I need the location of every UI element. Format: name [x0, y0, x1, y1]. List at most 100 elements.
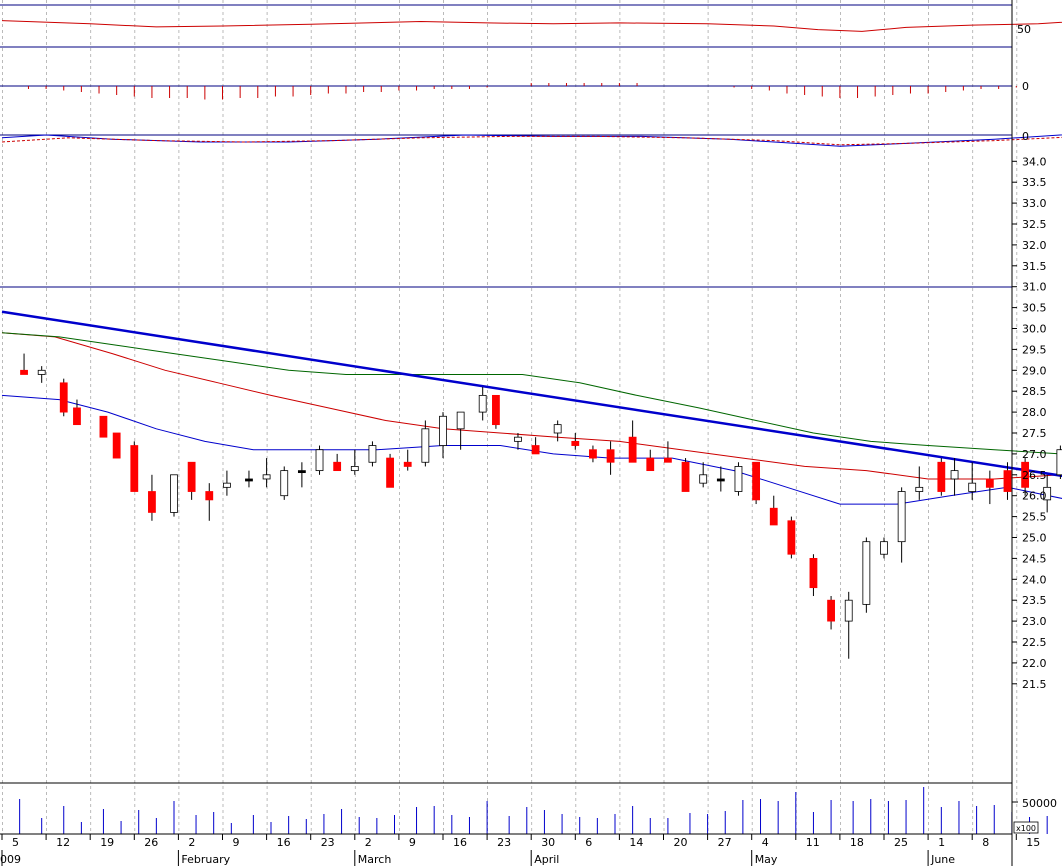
volume-bars [19, 787, 1048, 834]
x-day-label: 9 [233, 836, 240, 849]
x-day-label: 12 [56, 836, 70, 849]
price-tick-label: 22.5 [1022, 636, 1047, 649]
candle-body [968, 482, 977, 492]
candle-body [1056, 449, 1062, 476]
x-day-label: 25 [894, 836, 908, 849]
candle [1003, 462, 1012, 500]
candle [315, 445, 324, 475]
price-tick-label: 21.5 [1022, 678, 1047, 691]
x-day-label: 15 [1026, 836, 1040, 849]
x-day-label: 11 [806, 836, 820, 849]
x-month-label: March [358, 853, 392, 866]
price-tick-label: 26.5 [1022, 469, 1047, 482]
candle [571, 433, 580, 450]
price-tick-label: 28.0 [1022, 406, 1047, 419]
x-day-label: 2 [365, 836, 372, 849]
candle-body [112, 432, 121, 459]
candle [1056, 445, 1062, 479]
candle-body [1003, 470, 1012, 492]
volume-panel: 50000 x100 [0, 782, 1057, 834]
price-tick-label: 30.5 [1022, 302, 1047, 315]
histogram-bars [27, 83, 1017, 100]
candle-body [386, 457, 394, 488]
candle [950, 458, 959, 496]
x-day-label: 23 [497, 836, 511, 849]
candle-body [1043, 486, 1052, 501]
candle [439, 412, 447, 459]
price-tick-label: 23.5 [1022, 594, 1047, 607]
price-tick-label: 33.5 [1022, 176, 1047, 189]
candle-body [809, 558, 818, 589]
histogram-tick-label: 0 [1022, 80, 1029, 93]
candle [716, 466, 725, 492]
price-tick-label: 32.0 [1022, 239, 1047, 252]
candle-body [187, 461, 196, 492]
candle [478, 387, 487, 421]
candle [514, 433, 522, 450]
candle-body [73, 407, 81, 426]
candle [681, 458, 690, 492]
candle [421, 420, 430, 467]
rsi-panel: 50 [0, 4, 1062, 48]
candle-body [862, 541, 871, 605]
x-day-label: 27 [718, 836, 732, 849]
candle [985, 470, 994, 505]
candle-body [315, 449, 324, 472]
candle-body [571, 440, 580, 446]
x-day-label: 6 [585, 836, 592, 849]
candle-body [716, 478, 725, 482]
candle-body [280, 470, 289, 497]
candle-body [223, 482, 231, 488]
candle [628, 420, 637, 463]
price-tick-label: 25.0 [1022, 532, 1047, 545]
candle [368, 441, 377, 467]
candle-body [333, 461, 342, 472]
x-day-label: 16 [453, 836, 467, 849]
x-day-label: 19 [100, 836, 114, 849]
candle [664, 441, 672, 463]
candle-body [1021, 461, 1030, 488]
candle-body [456, 411, 465, 430]
candle [20, 353, 28, 375]
candle [897, 487, 906, 563]
price-tick-label: 29.5 [1022, 343, 1047, 356]
candle [223, 470, 231, 496]
candle-body [99, 415, 108, 438]
candle [606, 441, 615, 475]
candle-body [734, 466, 743, 492]
candle-body [664, 457, 672, 463]
candle-body [897, 491, 906, 543]
price-tick-label: 29.0 [1022, 364, 1047, 377]
x-day-label: 18 [850, 836, 864, 849]
price-tick-label: 30.0 [1022, 323, 1047, 336]
candle-body [439, 415, 447, 446]
candle-body [492, 394, 500, 426]
x-month-label: June [930, 853, 955, 866]
candle [646, 449, 655, 472]
candle-body [205, 491, 214, 501]
candle-body [245, 478, 253, 482]
candle-body [531, 445, 540, 455]
candle-body [20, 369, 28, 375]
candle-body [880, 541, 888, 555]
candle-body [37, 369, 46, 375]
candle [769, 495, 778, 526]
candle-body [628, 436, 637, 463]
x-month-label: 009 [0, 853, 21, 866]
x-day-label: 5 [12, 836, 19, 849]
candle [734, 462, 743, 496]
x-day-label: 23 [321, 836, 335, 849]
candle-body [350, 466, 359, 472]
x-month-label: February [181, 853, 230, 866]
price-tick-label: 25.5 [1022, 511, 1047, 524]
rsi-line [1, 20, 1062, 32]
x-day-label: 9 [409, 836, 416, 849]
candle [915, 466, 924, 500]
candle-body [937, 461, 946, 492]
candle-body [368, 445, 377, 463]
candle-body [59, 382, 68, 413]
macd-signal-line [1, 135, 1062, 146]
candle [37, 366, 46, 383]
candle [99, 415, 108, 438]
